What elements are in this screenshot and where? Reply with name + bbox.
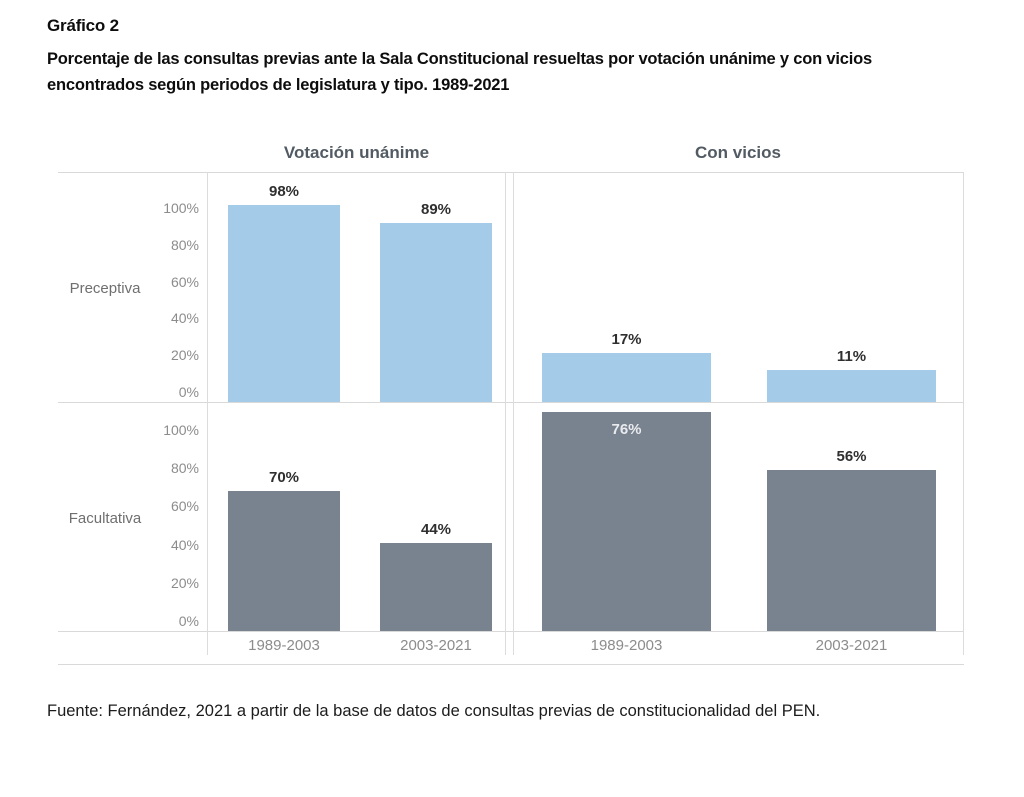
x-tick-label: 1989-2003 [590, 637, 663, 654]
frame-axis-line [58, 631, 964, 632]
y-tick-label: 80% [170, 460, 199, 476]
frame-bottom-line [58, 664, 964, 665]
bar-value-label: 98% [268, 183, 300, 200]
panel-facultativa-votacion-unanime: 70% 44% [208, 402, 505, 631]
y-tick-label: 100% [163, 422, 199, 438]
panel-facultativa-con-vicios: 76% 56% [513, 402, 963, 631]
frame-left-panel-border [207, 172, 208, 655]
page-title: Gráfico 2 [47, 16, 119, 35]
bar [380, 223, 492, 402]
facet-column-header-con-vicios: Con vicios [695, 143, 781, 162]
x-tick-label: 2003-2021 [815, 637, 888, 654]
x-tick-label: 2003-2021 [400, 637, 472, 654]
bar-value-label: 89% [420, 201, 452, 218]
bar [767, 370, 936, 402]
frame-left-panel-right-border [505, 172, 506, 655]
y-tick-label: 40% [170, 537, 199, 553]
row-label-facultativa: Facultativa [68, 510, 142, 527]
y-tick-label: 0% [178, 384, 199, 400]
y-tick-label: 40% [170, 310, 199, 326]
y-tick-label: 20% [170, 575, 199, 591]
y-tick-label: 60% [170, 498, 199, 514]
bar [542, 353, 711, 402]
y-tick-label: 0% [178, 613, 199, 629]
bar-value-label: 17% [611, 331, 642, 348]
bar-value-label: 76% [611, 421, 642, 438]
frame-right-panel-right-border [963, 172, 964, 655]
y-tick-label: 20% [170, 347, 199, 363]
frame-row-separator-line [58, 402, 964, 403]
y-tick-label: 80% [170, 237, 199, 253]
bar-value-label: 11% [836, 348, 867, 365]
source-note: Fuente: Fernández, 2021 a partir de la b… [47, 702, 821, 720]
bar-value-label: 44% [420, 521, 452, 538]
bar [542, 412, 711, 631]
row-label-preceptiva: Preceptiva [69, 280, 141, 297]
bar-value-label: 70% [268, 469, 300, 486]
frame-top-line [58, 172, 964, 173]
panel-preceptiva-con-vicios: 17% 11% [513, 172, 963, 402]
bar-value-label: 56% [836, 448, 867, 465]
bar [380, 543, 492, 631]
chart-subtitle: Porcentaje de las consultas previas ante… [47, 50, 872, 94]
y-tick-label: 60% [170, 274, 199, 290]
facet-column-header-votacion-unanime: Votación unánime [283, 143, 430, 162]
x-tick-label: 1989-2003 [248, 637, 320, 654]
y-tick-label: 100% [163, 200, 199, 216]
frame-right-panel-border [513, 172, 514, 655]
bar [228, 491, 340, 631]
bar [228, 205, 340, 402]
bar [767, 470, 936, 631]
panel-preceptiva-votacion-unanime: 98% 89% [208, 172, 505, 402]
